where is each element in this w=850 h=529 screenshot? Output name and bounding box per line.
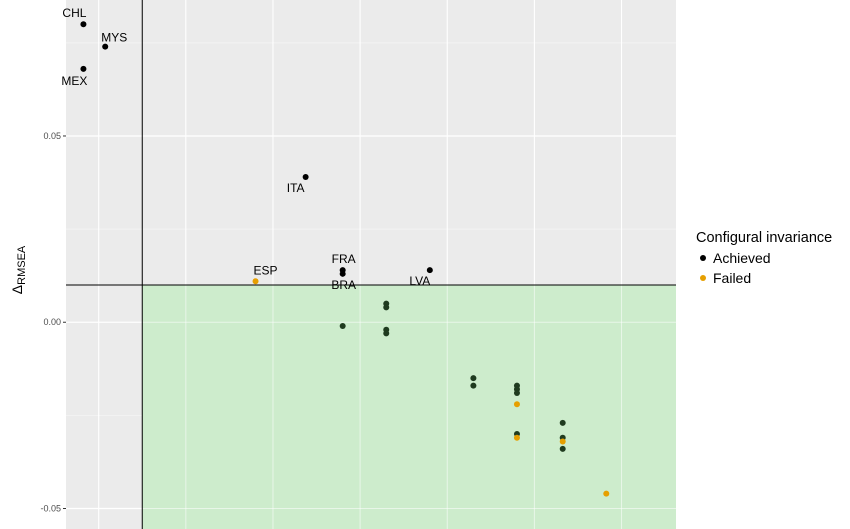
point-achieved [559,445,566,452]
y-tick-label: -0.05 [40,504,61,514]
legend-dot-failed [700,275,706,281]
point-label: BRA [331,278,356,292]
y-axis-title-delta: Δ [9,285,25,294]
legend-label-failed: Failed [713,270,752,286]
point-achieved [102,43,109,50]
point-achieved [559,419,566,426]
y-axis-title: ΔRMSEA [9,245,28,294]
legend-label-achieved: Achieved [713,250,771,266]
point-achieved [470,382,477,389]
point-failed [603,490,610,497]
point-failed [252,278,259,285]
reference-lines [66,0,676,529]
point-achieved [470,375,477,382]
point-label: CHL [62,6,86,20]
legend-item-achieved: Achieved [696,248,832,268]
point-label: MYS [101,31,127,45]
point-failed [559,438,566,445]
point-failed [513,401,520,408]
shaded-region [142,284,676,529]
point-achieved [426,267,433,274]
y-axis-title-sub: RMSEA [16,245,28,285]
legend-title: Configural invariance [696,230,833,246]
point-achieved [383,304,390,311]
y-axis-ticks: -0.05 0.00 0.05 [40,131,66,514]
point-labels: CHL MYS MEX ITA FRA BRA LVA ESP [61,6,430,292]
point-achieved [339,270,346,277]
data-points [80,21,610,497]
point-achieved [302,173,309,180]
point-label: LVA [409,274,430,288]
point-label: FRA [332,252,356,266]
point-failed [513,434,520,441]
y-tick-label: 0.00 [43,317,61,327]
legend: Configural invariance Achieved Failed [696,230,832,288]
point-achieved [383,330,390,337]
y-tick-label: 0.05 [43,131,61,141]
point-label: ITA [287,181,305,195]
point-label: ESP [254,263,278,277]
point-achieved [80,21,87,28]
legend-dot-achieved [700,255,706,261]
point-achieved [80,65,87,72]
point-achieved [513,390,520,397]
point-achieved [339,322,346,329]
gridlines-over-shade [142,284,676,529]
legend-item-failed: Failed [696,268,832,288]
point-label: MEX [61,74,87,88]
